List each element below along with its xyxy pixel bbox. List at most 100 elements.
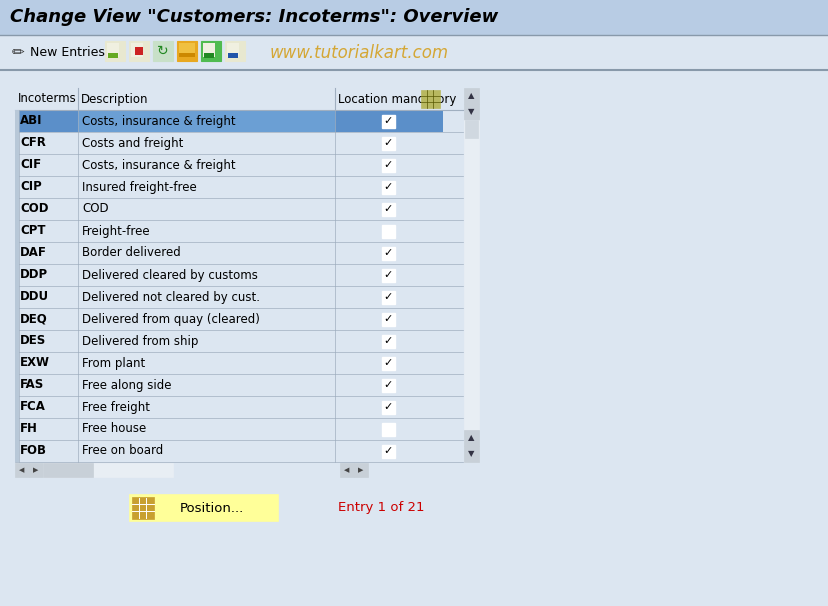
Text: Free house: Free house (82, 422, 146, 436)
Text: ✓: ✓ (383, 402, 392, 412)
Bar (15, 110, 78, 132)
Bar (15, 242, 463, 264)
Text: Costs, insurance & freight: Costs, insurance & freight (82, 159, 235, 171)
Text: ▶: ▶ (358, 467, 363, 473)
Bar (179, 53, 195, 57)
Text: Change View "Customers: Incoterms": Overview: Change View "Customers: Incoterms": Over… (10, 8, 498, 27)
Text: Delivered from ship: Delivered from ship (82, 335, 198, 347)
Bar (15, 418, 463, 440)
Bar (224, 41, 245, 61)
Bar (354, 463, 368, 477)
Bar (15, 220, 463, 242)
Bar (200, 41, 221, 61)
Bar (107, 43, 119, 57)
Text: ✓: ✓ (383, 270, 392, 280)
Text: ✓: ✓ (383, 182, 392, 192)
Bar (15, 220, 19, 242)
Bar (15, 308, 19, 330)
Text: Free freight: Free freight (82, 401, 150, 413)
Text: Free along side: Free along side (82, 379, 171, 391)
Text: CPT: CPT (20, 224, 46, 238)
Bar (15, 440, 463, 462)
Bar (15, 463, 29, 477)
Bar (15, 374, 19, 396)
Text: ✓: ✓ (383, 116, 392, 126)
Text: ▼: ▼ (468, 450, 474, 459)
Bar (43, 463, 173, 477)
Text: EXW: EXW (20, 356, 50, 370)
Bar (382, 181, 394, 193)
Bar (15, 396, 463, 418)
Text: ✓: ✓ (383, 204, 392, 214)
Bar (335, 110, 442, 132)
Bar (382, 444, 394, 458)
Text: DEQ: DEQ (20, 313, 48, 325)
Text: Description: Description (81, 93, 148, 105)
Text: ✓: ✓ (383, 292, 392, 302)
Bar (15, 176, 19, 198)
Text: FCA: FCA (20, 401, 46, 413)
Bar (15, 286, 463, 308)
Bar (15, 308, 463, 330)
Text: CIP: CIP (20, 181, 41, 193)
Bar (15, 374, 463, 396)
Text: COD: COD (82, 202, 108, 216)
Bar (15, 286, 19, 308)
Text: ✓: ✓ (383, 336, 392, 346)
Text: ✏: ✏ (12, 45, 25, 60)
Text: ▲: ▲ (468, 433, 474, 442)
Bar (464, 104, 479, 120)
Text: ◀: ◀ (344, 467, 349, 473)
Bar (43, 463, 93, 477)
Text: Costs and freight: Costs and freight (82, 136, 183, 150)
Text: New Entries: New Entries (30, 46, 105, 59)
Bar (382, 422, 394, 436)
Bar (15, 352, 463, 374)
Bar (382, 401, 394, 413)
Bar (78, 110, 335, 132)
Text: ✓: ✓ (383, 358, 392, 368)
Bar (15, 176, 463, 198)
Bar (15, 110, 19, 132)
Text: Border delivered: Border delivered (82, 247, 181, 259)
Bar (15, 154, 19, 176)
Text: ▲: ▲ (468, 92, 474, 101)
Bar (339, 463, 354, 477)
Bar (382, 136, 394, 150)
Text: Incoterms: Incoterms (18, 93, 77, 105)
Bar (131, 43, 142, 57)
Bar (29, 463, 43, 477)
Text: ▼: ▼ (468, 107, 474, 116)
Text: Delivered not cleared by cust.: Delivered not cleared by cust. (82, 290, 260, 304)
Bar (421, 90, 440, 108)
Text: ◀: ◀ (19, 467, 25, 473)
Bar (465, 120, 478, 138)
Bar (464, 120, 479, 430)
Bar (15, 418, 19, 440)
Text: ✓: ✓ (383, 446, 392, 456)
Bar (129, 41, 149, 61)
Bar (179, 43, 195, 57)
Bar (464, 430, 479, 446)
Text: Freight-free: Freight-free (82, 224, 151, 238)
Bar (382, 313, 394, 325)
Text: Insured freight-free: Insured freight-free (82, 181, 196, 193)
Bar (15, 132, 19, 154)
Text: DDU: DDU (20, 290, 49, 304)
Text: COD: COD (20, 202, 49, 216)
Bar (228, 53, 238, 58)
Bar (15, 132, 463, 154)
Bar (15, 440, 19, 462)
Text: DDP: DDP (20, 268, 48, 282)
Text: Costs, insurance & freight: Costs, insurance & freight (82, 115, 235, 127)
Text: Delivered from quay (cleared): Delivered from quay (cleared) (82, 313, 259, 325)
Bar (153, 41, 173, 61)
Bar (382, 247, 394, 259)
Text: DAF: DAF (20, 247, 47, 259)
Bar (15, 154, 463, 176)
Text: ✓: ✓ (383, 248, 392, 258)
Bar (382, 159, 394, 171)
Bar (382, 379, 394, 391)
Text: ✓: ✓ (383, 380, 392, 390)
Bar (15, 330, 19, 352)
